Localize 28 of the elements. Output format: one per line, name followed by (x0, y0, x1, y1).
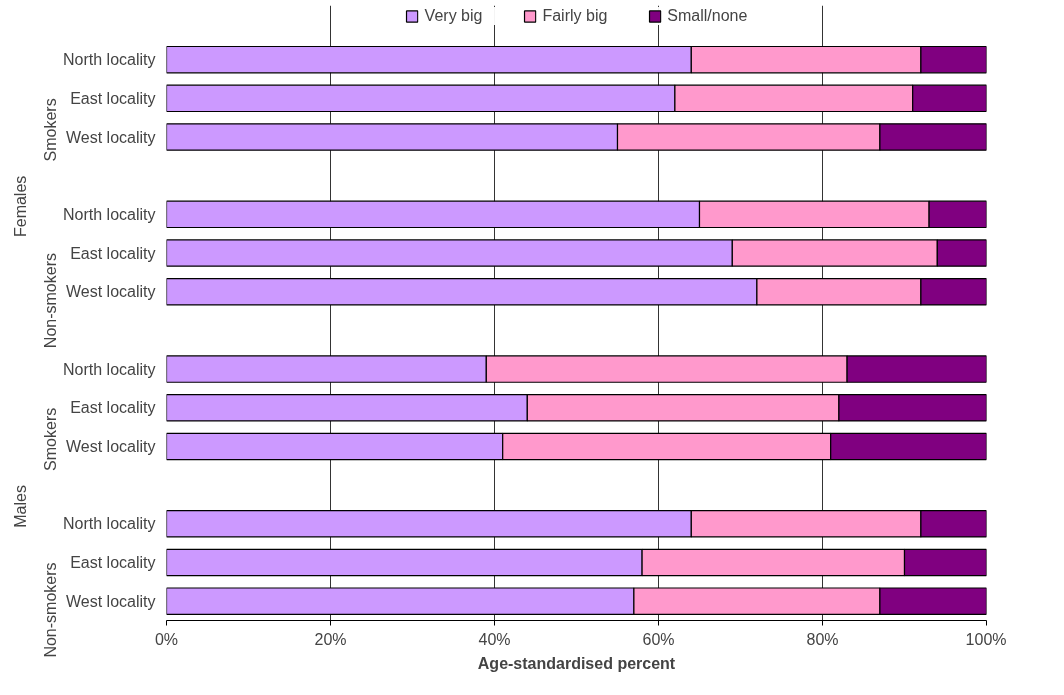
y-tick-label: East locality (70, 89, 156, 107)
x-axis-title: Age-standardised percent (477, 654, 676, 672)
y-tick-label: North locality (63, 515, 156, 533)
text: Smokers (42, 98, 59, 162)
y-tick-label: West locality (65, 437, 156, 455)
y-tick-label: East locality (70, 244, 156, 262)
text: Females (12, 175, 29, 238)
y-tick-label: East locality (70, 399, 156, 417)
text: Males (12, 485, 29, 528)
y-tick-label: West locality (65, 128, 156, 146)
legend-label: Small/none (667, 7, 748, 25)
x-tick-label: 20% (314, 630, 347, 648)
y-tick-label: North locality (63, 360, 156, 378)
y-tick-label: West locality (65, 592, 156, 610)
x-tick-label: 0% (154, 630, 179, 648)
text: Smokers (42, 407, 59, 471)
x-tick-label: 100% (965, 630, 1007, 648)
text: Non-smokers (42, 562, 59, 658)
text: Non-smokers (42, 253, 59, 349)
x-tick-label: 40% (478, 630, 511, 648)
y-tick-label: West locality (65, 283, 156, 301)
legend-label: Very big (424, 7, 483, 25)
y-tick-label: North locality (63, 51, 156, 69)
y-tick-label: North locality (63, 205, 156, 223)
y-tick-label: East locality (70, 553, 156, 571)
legend-label: Fairly big (542, 7, 608, 25)
x-tick-label: 80% (806, 630, 839, 648)
x-tick-label: 60% (642, 630, 675, 648)
